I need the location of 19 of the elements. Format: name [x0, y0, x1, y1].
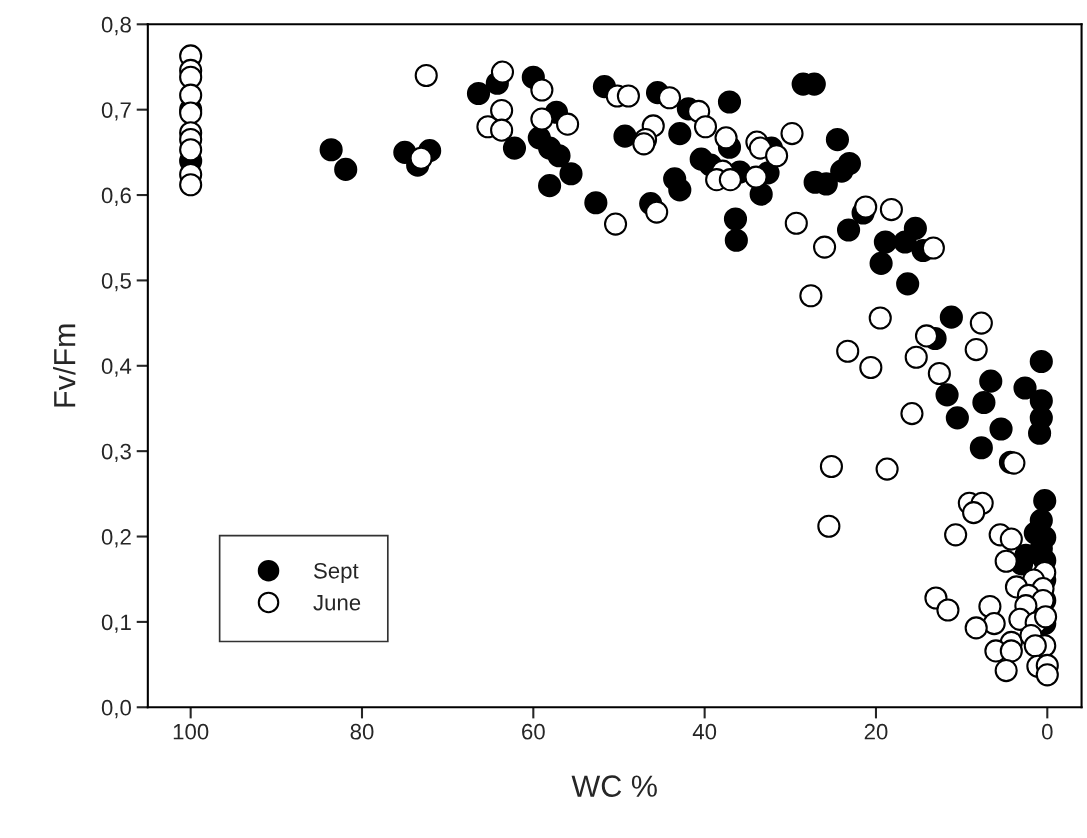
x-tick-label: 20 — [864, 723, 888, 740]
y-tick-label: 0,0 — [101, 699, 131, 719]
y-axis-title: Fv/Fm — [53, 324, 76, 407]
y-tick-label: 0,2 — [101, 529, 131, 548]
legend-label: Sept — [313, 562, 359, 584]
x-tick-label: 80 — [350, 723, 374, 740]
y-tick-label: 0,8 — [101, 16, 131, 36]
legend-label: June — [313, 594, 361, 611]
y-tick-label: 0,1 — [101, 614, 131, 633]
y-tick-label: 0,6 — [101, 187, 131, 206]
x-axis-title: WC % — [571, 775, 657, 797]
y-tick-label: 0,3 — [101, 443, 131, 463]
y-tick-label: 0,7 — [101, 102, 131, 121]
x-tick-label: 60 — [522, 723, 545, 740]
x-tick-label: 40 — [692, 723, 717, 740]
y-tick-label: 0,5 — [101, 272, 131, 292]
x-tick-label: 0 — [1041, 723, 1053, 740]
x-tick-label: 100 — [173, 723, 209, 740]
y-tick-label: 0,4 — [101, 358, 132, 377]
